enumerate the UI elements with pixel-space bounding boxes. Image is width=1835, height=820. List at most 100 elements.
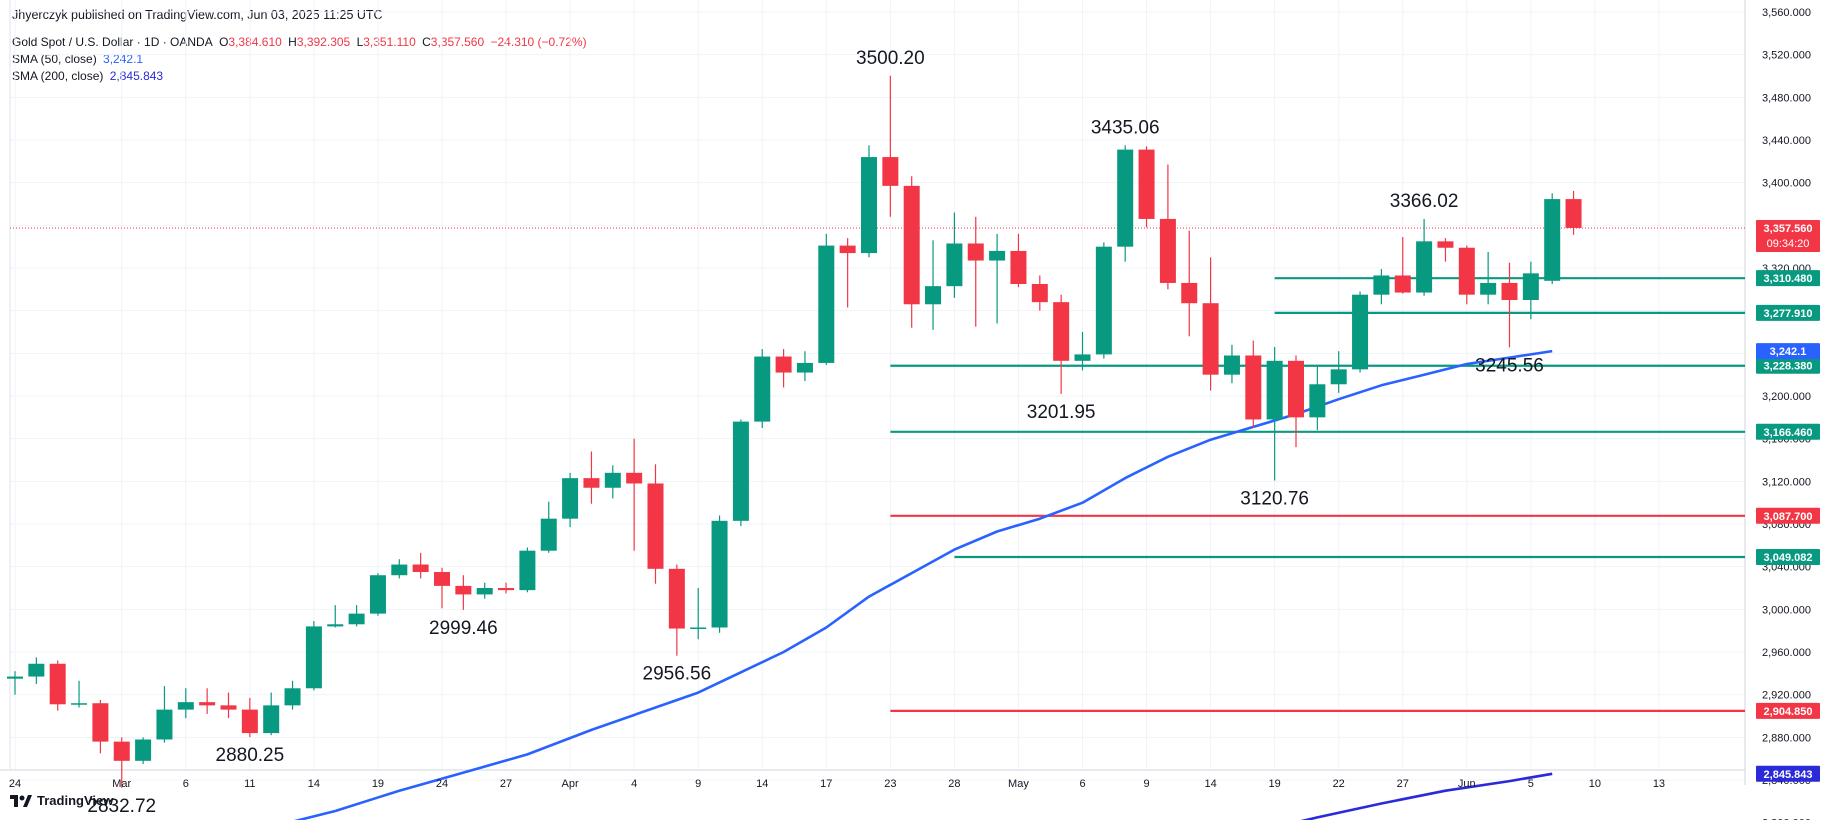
sma50-value: 3,242.1 — [103, 52, 144, 66]
open-value: 3,384.610 — [228, 35, 282, 49]
candle — [369, 573, 386, 616]
candle-body — [989, 250, 1006, 261]
candle-body — [1074, 354, 1091, 361]
candle — [1330, 351, 1347, 393]
candle — [1373, 269, 1390, 305]
candle — [1309, 366, 1326, 431]
candle-body — [1138, 149, 1155, 219]
price-annotation: 3120.76 — [1240, 489, 1309, 510]
candle-body — [177, 702, 194, 710]
candle — [1074, 332, 1091, 371]
candle — [1458, 245, 1475, 305]
candle — [562, 472, 579, 528]
low-value: 3,351.110 — [363, 35, 416, 49]
candle-body — [113, 741, 130, 761]
level-price-badge: 3,277.910 — [1756, 304, 1820, 321]
time-axis-label: Jun — [1458, 778, 1476, 790]
candle — [989, 233, 1006, 324]
symbol-legend[interactable]: Gold Spot / U.S. Dollar · 1D · OANDA O3,… — [12, 35, 590, 49]
candle — [1117, 145, 1134, 262]
sma200-legend[interactable]: SMA (200, close) 2,845.843 — [12, 69, 166, 83]
candle-body — [1416, 241, 1433, 293]
last-price-badge: 3,357.560 09:34:20 — [1756, 219, 1820, 252]
candle — [1181, 230, 1198, 337]
symbol-title[interactable]: Gold Spot / U.S. Dollar · 1D · OANDA — [12, 35, 213, 49]
time-axis-label: 27 — [1397, 778, 1409, 790]
grid — [10, 0, 1745, 781]
candle — [498, 582, 515, 594]
time-axis-label: 28 — [948, 778, 960, 790]
time-axis-label: 11 — [244, 778, 255, 790]
sma200-label[interactable]: SMA (200, close) — [12, 69, 104, 83]
price-axis-label: 2,800.000 — [1762, 818, 1811, 820]
candle-body — [668, 568, 685, 629]
time-axis-label: 4 — [631, 778, 637, 790]
candle — [1010, 233, 1027, 288]
time-axis-label: 5 — [1528, 778, 1534, 790]
candle-body — [284, 688, 301, 706]
price-axis-label: 3,560.000 — [1762, 7, 1811, 19]
level-price-badge-bg — [1756, 423, 1820, 440]
candle-body — [946, 243, 963, 287]
price-annotation: 2880.25 — [216, 745, 285, 766]
candle — [71, 680, 88, 708]
candle-body — [92, 703, 109, 742]
candle — [391, 559, 408, 579]
candle — [903, 176, 920, 328]
sma-price-badge-bg — [1756, 765, 1820, 782]
candle — [775, 349, 792, 388]
candle-body — [1223, 355, 1240, 375]
candle-body — [391, 564, 408, 576]
candle-body — [839, 245, 856, 254]
last-price-badge-label: 3,357.560 — [1764, 223, 1813, 235]
sma-price-badge: 3,242.1 — [1756, 343, 1820, 360]
candle — [647, 464, 664, 584]
candle — [540, 501, 557, 553]
candle-body — [732, 421, 749, 521]
level-price-badge-label: 3,087.700 — [1764, 511, 1813, 523]
candle — [1138, 146, 1155, 228]
sma50-label[interactable]: SMA (50, close) — [12, 52, 97, 66]
time-axis-label: 19 — [372, 778, 384, 790]
candle — [1202, 257, 1219, 391]
candle — [967, 216, 984, 327]
candle-body — [263, 705, 280, 734]
level-price-badge: 3,166.460 — [1756, 423, 1820, 440]
tradingview-logo[interactable]: TradingView — [10, 793, 113, 808]
tradingview-logo-icon — [10, 794, 32, 807]
candle-body — [7, 676, 23, 679]
candle-body — [1522, 273, 1539, 301]
candle-body — [1480, 282, 1497, 295]
candle-body — [604, 472, 621, 488]
candle — [690, 588, 707, 640]
level-price-badge: 3,049.082 — [1756, 548, 1820, 565]
candle-body — [476, 588, 493, 595]
candle — [861, 145, 877, 258]
sma-price-badge-bg — [1756, 343, 1820, 360]
candle-body — [305, 626, 322, 689]
candle-body — [775, 356, 792, 373]
price-axis-label: 3,520.000 — [1762, 50, 1811, 62]
time-axis-label: 24 — [9, 778, 21, 790]
sma50-legend[interactable]: SMA (50, close) 3,242.1 — [12, 52, 146, 66]
time-axis: 24 Mar 6 11 14 19 24 27 Apr 4 9 14 17 23 28 May 6 9 14 19 22… — [9, 778, 1665, 790]
candle-body — [241, 709, 258, 734]
candle — [1501, 262, 1518, 348]
level-price-badge-label: 3,049.082 — [1764, 552, 1813, 564]
price-axis-label: 3,480.000 — [1762, 92, 1811, 104]
candle — [668, 564, 685, 656]
candle-body — [135, 739, 152, 761]
candle — [49, 660, 66, 711]
candle — [305, 621, 322, 691]
candle-body — [711, 520, 728, 628]
time-axis-label: 14 — [308, 778, 320, 790]
candle — [177, 688, 194, 719]
level-price-badge-label: 3,310.480 — [1764, 273, 1813, 285]
candle — [241, 697, 258, 738]
candle — [626, 438, 643, 551]
time-axis-label: 22 — [1333, 778, 1345, 790]
candle-body — [1159, 218, 1176, 283]
candle — [1394, 237, 1411, 294]
time-axis-label: 6 — [183, 778, 189, 790]
